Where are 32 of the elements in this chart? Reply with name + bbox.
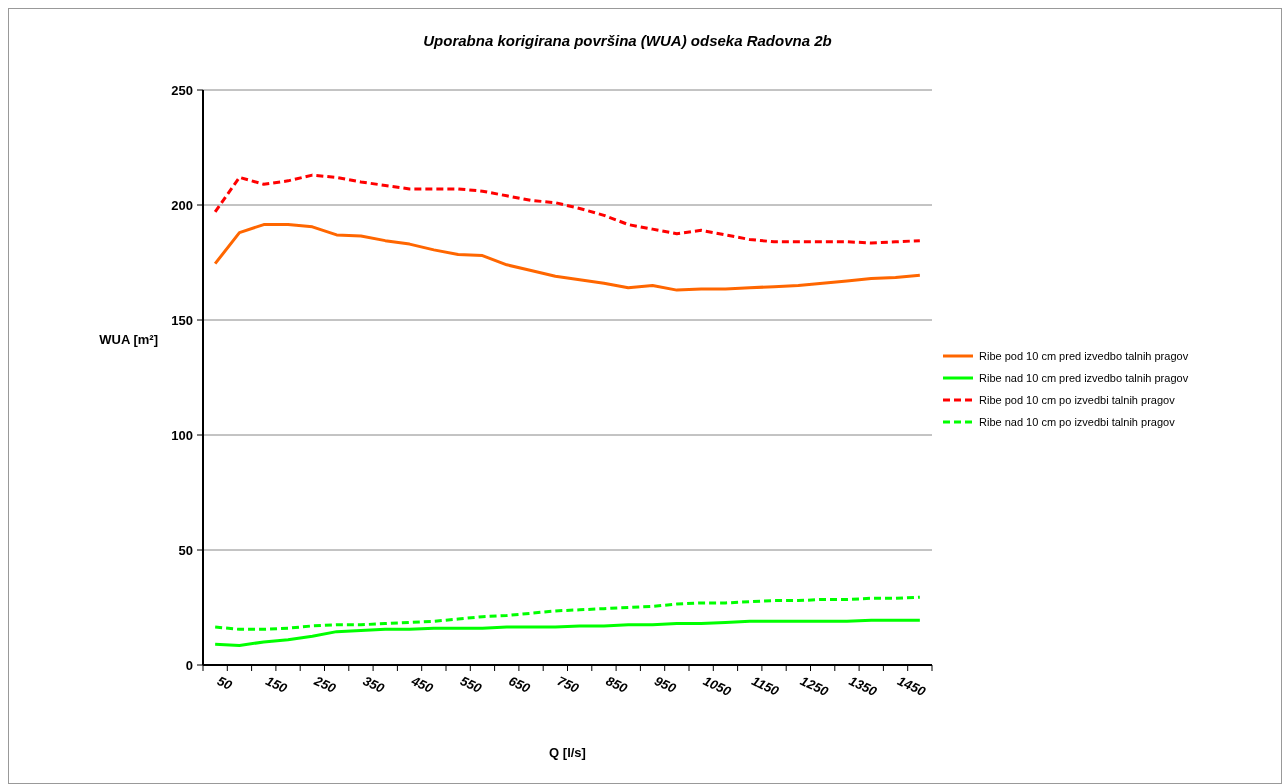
x-tick-label: 50 — [214, 673, 236, 694]
legend-label: Ribe nad 10 cm po izvedbi talnih pragov — [979, 415, 1176, 428]
y-tick-label: 250 — [171, 82, 193, 98]
y-tick-label: 150 — [171, 312, 193, 328]
x-tick-label: 150 — [263, 673, 291, 697]
y-tick-label: 50 — [178, 542, 193, 558]
x-tick-label: 350 — [360, 673, 388, 697]
y-tick-label: 200 — [171, 197, 193, 213]
legend-label: Ribe nad 10 cm pred izvedbo talnih pragov — [979, 371, 1189, 384]
line-series — [213, 595, 922, 631]
line-series — [213, 223, 922, 292]
x-tick-label: 750 — [555, 673, 582, 697]
x-tick-label: 850 — [603, 673, 631, 697]
y-tick-label: 100 — [171, 427, 193, 443]
chart-title: Uporabna korigirana površina (WUA) odseka Radovna 2b — [423, 32, 832, 49]
legend-label: Ribe pod 10 cm po izvedbi talnih pragov — [979, 393, 1176, 406]
x-tick-label: 950 — [652, 673, 679, 697]
x-axis-title: Q [l/s] — [549, 745, 586, 760]
x-tick-label: 1350 — [846, 673, 880, 700]
x-tick-label: 1250 — [798, 673, 832, 700]
x-tick-label: 1150 — [749, 673, 782, 699]
y-tick-label: 0 — [185, 657, 193, 673]
x-tick-label: 1050 — [700, 673, 735, 700]
x-tick-label: 450 — [408, 672, 436, 697]
x-tick-label: 650 — [506, 673, 534, 697]
x-tick-label: 1450 — [895, 673, 929, 700]
legend-label: Ribe pod 10 cm pred izvedbo talnih pragov — [979, 349, 1189, 362]
line-series — [213, 173, 922, 245]
x-tick-label: 250 — [311, 672, 339, 697]
y-axis-title: WUA [m²] — [99, 332, 158, 347]
x-tick-label: 550 — [457, 673, 485, 697]
line-series — [213, 618, 922, 647]
